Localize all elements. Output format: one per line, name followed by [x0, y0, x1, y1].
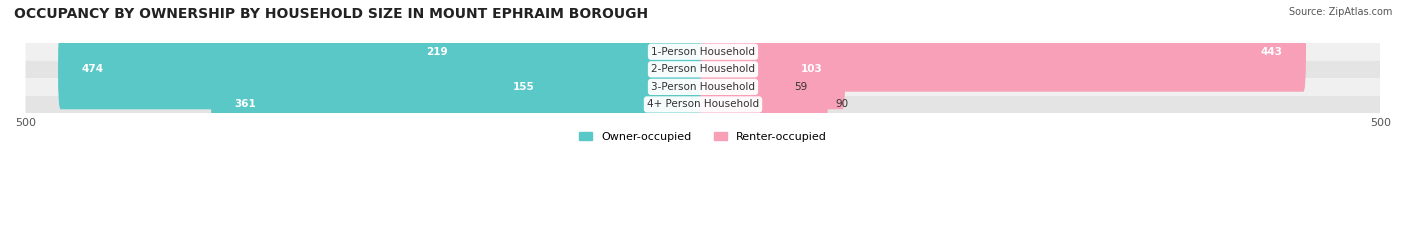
- Text: OCCUPANCY BY OWNERSHIP BY HOUSEHOLD SIZE IN MOUNT EPHRAIM BOROUGH: OCCUPANCY BY OWNERSHIP BY HOUSEHOLD SIZE…: [14, 7, 648, 21]
- Text: 219: 219: [426, 47, 449, 57]
- Text: Source: ZipAtlas.com: Source: ZipAtlas.com: [1288, 7, 1392, 17]
- FancyBboxPatch shape: [700, 29, 845, 109]
- Text: 4+ Person Household: 4+ Person Household: [647, 99, 759, 110]
- FancyBboxPatch shape: [211, 65, 706, 144]
- Text: 103: 103: [800, 64, 823, 74]
- Text: 2-Person Household: 2-Person Household: [651, 64, 755, 74]
- Text: 59: 59: [794, 82, 807, 92]
- FancyBboxPatch shape: [25, 61, 1381, 78]
- Text: 361: 361: [235, 99, 256, 110]
- FancyBboxPatch shape: [700, 65, 828, 144]
- Legend: Owner-occupied, Renter-occupied: Owner-occupied, Renter-occupied: [575, 127, 831, 146]
- Text: 1-Person Household: 1-Person Household: [651, 47, 755, 57]
- Text: 3-Person Household: 3-Person Household: [651, 82, 755, 92]
- FancyBboxPatch shape: [25, 43, 1381, 61]
- Text: 90: 90: [835, 99, 849, 110]
- Text: 474: 474: [82, 64, 103, 74]
- FancyBboxPatch shape: [25, 78, 1381, 96]
- FancyBboxPatch shape: [58, 29, 706, 109]
- Text: 443: 443: [1261, 47, 1282, 57]
- FancyBboxPatch shape: [700, 12, 1306, 92]
- FancyBboxPatch shape: [700, 47, 786, 127]
- FancyBboxPatch shape: [491, 47, 706, 127]
- FancyBboxPatch shape: [25, 96, 1381, 113]
- Text: 155: 155: [513, 82, 536, 92]
- FancyBboxPatch shape: [404, 12, 706, 92]
